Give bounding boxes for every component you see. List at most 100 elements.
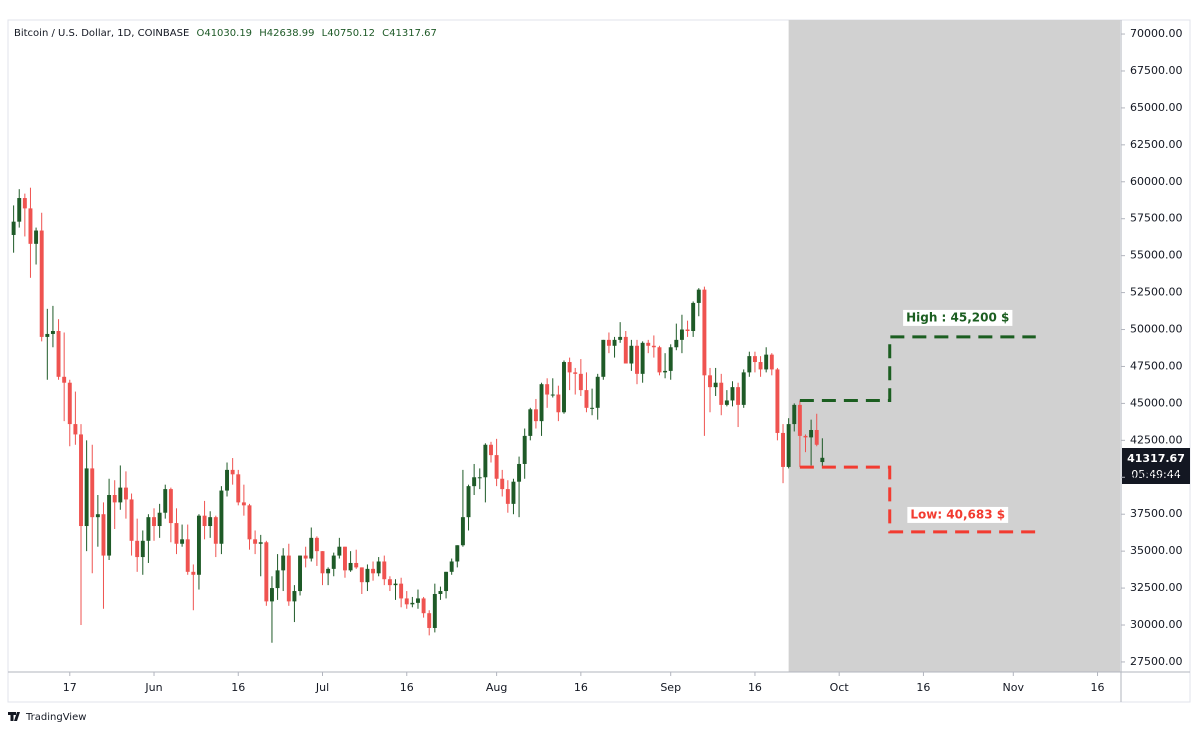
candle-body [556,394,561,413]
highlight-region [788,20,1120,672]
candle-body [489,444,493,456]
y-tick-label: 45000.00 [1130,396,1183,409]
candle-body [792,404,797,425]
candle-body [354,562,359,568]
candle-body [595,376,600,408]
y-tick-label: 37500.00 [1130,507,1183,520]
candle-body [107,495,112,556]
y-tick-label: 62500.00 [1130,138,1183,151]
candle-body [764,354,769,370]
candle-body [679,329,684,340]
candle-body [236,474,241,503]
x-tick-label: Oct [830,681,850,694]
candle-body [213,517,218,544]
candle-body [185,539,190,572]
candle-body [438,591,443,594]
candle-body [657,347,662,373]
candle-body [606,339,611,346]
candle-body [269,588,274,602]
candle-body [432,593,437,628]
annotation-label: High : 45,200 $ [906,310,1009,324]
candle-body [84,468,89,527]
candle-body [371,568,376,574]
candle-body [528,409,533,436]
y-tick-label: 70000.00 [1130,27,1183,40]
candle-body [820,457,825,463]
candle-body [174,523,179,544]
candle-body [163,489,168,513]
candle-body [253,539,258,544]
y-tick-label: 35000.00 [1130,544,1183,557]
candle-body [646,342,651,346]
ohlc-close-label: C [382,28,389,39]
candle-body [550,394,555,396]
plot: High : 45,200 $ Low: 40,683 $ [11,20,1120,672]
candle-body [724,400,729,405]
candle-body [50,331,55,334]
annotation-line [799,335,1036,402]
candle-body [123,487,128,500]
candle-body [545,384,550,395]
candle-body [786,424,791,467]
x-tick-label: Jun [144,681,162,694]
candle-body [635,345,639,374]
candle-body [567,362,572,373]
candle-body [584,390,589,408]
candle-body [230,469,235,475]
candle-body [258,542,263,544]
ohlc-high: 42638.99 [267,28,315,39]
candle-body [752,356,757,363]
candle-body [67,382,72,425]
candle-body [455,545,460,562]
y-tick-label: 47500.00 [1130,359,1183,372]
candle-body [309,537,314,559]
candle-body [404,598,409,605]
candle-body [601,339,606,377]
candle-body [202,515,207,527]
candle-body [191,571,196,575]
candle-body [685,329,690,332]
candle-body [365,568,370,583]
candle-body [444,571,449,592]
candle-body [146,517,151,541]
candle-body [376,561,381,574]
candle-body [62,376,67,383]
candle-body [135,540,140,558]
candle-body [90,468,95,518]
candle-body [247,505,252,540]
candle-body [449,561,454,572]
candle-body [640,342,645,374]
x-tick-label: Aug [486,681,507,694]
candle-body [809,429,814,438]
y-tick-label: 30000.00 [1130,618,1183,631]
candle-body [326,568,331,574]
candle-body [45,333,50,337]
candle-body [168,489,173,524]
x-tick-label: 17 [63,681,77,694]
ohlc-open-label: O [196,28,204,39]
candle-body [39,230,44,337]
candle-body [511,481,516,504]
x-tick-label: Nov [1003,681,1025,694]
candle-body [590,407,595,409]
candle-body [387,579,392,586]
candle-body [416,598,420,603]
candle-body [225,469,229,491]
candle-body [11,221,16,235]
candle-body [219,490,224,544]
candle-body [708,375,712,388]
ohlc-high-label: H [259,28,267,39]
brand-logo: TradingView [8,712,86,723]
x-tick-label: 16 [1091,681,1105,694]
candle-body [539,384,544,422]
x-tick-label: 16 [574,681,588,694]
candle-body [719,382,724,405]
candle-body [691,302,696,332]
candle-body [180,539,185,544]
candle-body [314,537,319,552]
annotation-line [799,465,1036,534]
candle-body [674,339,679,348]
candle-body [758,362,763,370]
candle-body [348,562,353,571]
candle-body [275,570,280,589]
